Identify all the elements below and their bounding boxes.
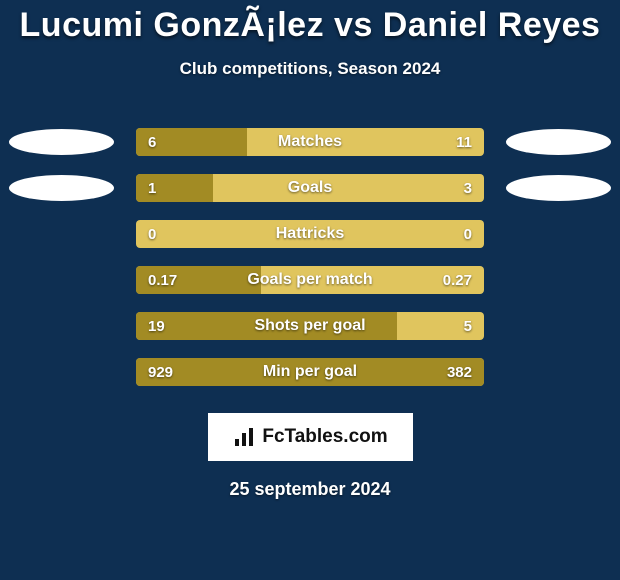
stat-row: 0 Hattricks 0	[0, 211, 620, 257]
logo-text: FcTables.com	[262, 426, 387, 448]
stat-right-value: 3	[464, 174, 472, 202]
stat-right-value: 0	[464, 220, 472, 248]
stat-left-value: 0	[148, 220, 156, 248]
stat-row: 6 Matches 11	[0, 119, 620, 165]
stat-bar: 0.17 Goals per match 0.27	[136, 266, 484, 294]
comparison-card: Lucumi GonzÃ¡lez vs Daniel Reyes Club co…	[0, 0, 620, 580]
chart-icon	[232, 425, 256, 449]
stat-right-value: 5	[464, 312, 472, 340]
stat-row: 929 Min per goal 382	[0, 349, 620, 395]
stat-bar: 1 Goals 3	[136, 174, 484, 202]
stat-row: 1 Goals 3	[0, 165, 620, 211]
stat-bar-fill	[136, 358, 484, 386]
stat-bar: 929 Min per goal 382	[136, 358, 484, 386]
stat-label: Hattricks	[136, 220, 484, 248]
date-text: 25 september 2024	[0, 479, 620, 500]
logo-box: FcTables.com	[208, 413, 413, 461]
stat-bar-fill	[136, 174, 213, 202]
stat-bar-fill	[136, 312, 397, 340]
stat-right-value: 0.27	[443, 266, 472, 294]
stat-bar-fill	[136, 128, 247, 156]
stat-bar: 6 Matches 11	[136, 128, 484, 156]
stat-row: 19 Shots per goal 5	[0, 303, 620, 349]
stat-right-value: 11	[456, 128, 472, 156]
stats-rows: 6 Matches 11 1 Goals 3 0 Hattricks 0	[0, 119, 620, 395]
right-ellipse	[506, 175, 611, 201]
stat-bar: 0 Hattricks 0	[136, 220, 484, 248]
stat-row: 0.17 Goals per match 0.27	[0, 257, 620, 303]
left-ellipse	[9, 175, 114, 201]
page-subtitle: Club competitions, Season 2024	[0, 59, 620, 79]
stat-bar-fill	[136, 266, 261, 294]
left-ellipse	[9, 129, 114, 155]
page-title: Lucumi GonzÃ¡lez vs Daniel Reyes	[0, 0, 620, 45]
stat-bar: 19 Shots per goal 5	[136, 312, 484, 340]
right-ellipse	[506, 129, 611, 155]
